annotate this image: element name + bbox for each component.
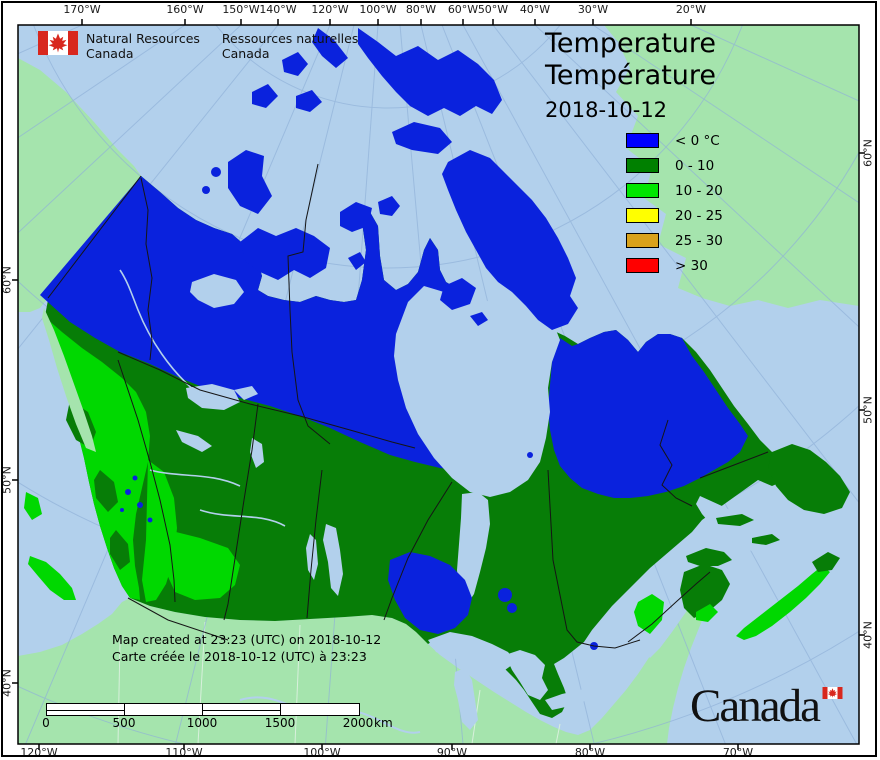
greenland-landmass (604, 25, 859, 308)
axis-label: 70°W (722, 746, 754, 759)
axis-label: 140°W (259, 3, 297, 16)
government-logo: Natural Resources Canada Ressources natu… (38, 31, 358, 61)
axis-label: 170°W (63, 3, 101, 16)
legend-swatch-20-25 (626, 208, 659, 223)
canada-flag-icon (38, 31, 78, 55)
axis-label: 60°N (861, 139, 875, 167)
sask-10-20 (163, 530, 240, 600)
legend-row: < 0 °C (626, 132, 723, 149)
legend-row: > 30 (626, 257, 723, 274)
legend-label: 25 - 30 (675, 232, 723, 249)
logo-text-fr: Ressources naturelles Canada (222, 31, 358, 61)
alaska-landmass (18, 58, 141, 312)
axis-label: 120°W (311, 3, 349, 16)
legend-label: 20 - 25 (675, 207, 723, 224)
boundaries (47, 163, 769, 649)
scale-tick-label: 1500 (264, 716, 296, 730)
title-date: 2018-10-12 (545, 98, 668, 122)
east-coast (634, 444, 850, 640)
title-english: Temperature (545, 28, 717, 59)
axis-label: 60°W (447, 3, 479, 16)
axis-label: 110°W (165, 746, 203, 759)
legend-row: 25 - 30 (626, 232, 723, 249)
pacific-islands (24, 492, 76, 600)
wordmark-text: Canada (690, 680, 821, 732)
rivers (119, 269, 286, 527)
logo-text-en: Natural Resources Canada (86, 31, 200, 61)
created-fr: Carte créée le 2018-10-12 (UTC) à 23:23 (112, 649, 367, 664)
legend-label: > 30 (675, 257, 708, 274)
scale-tick-label: 500 (112, 716, 136, 730)
axis-label: 30°W (577, 3, 609, 16)
quebec-below-0 (548, 330, 748, 498)
logo-fr-line2: Canada (221, 46, 270, 61)
hudson-bay (394, 286, 560, 497)
axis-label: 120°W (20, 746, 58, 759)
scale-segment (281, 704, 359, 715)
scale-bar-labels: 0 500 1000 1500 2000 km (0, 716, 420, 730)
scale-tick-label: 2000 (342, 716, 374, 730)
usa-landmass (18, 565, 723, 744)
bc-blue-specks (120, 475, 153, 523)
axis-label: 100°W (303, 746, 341, 759)
axis-label: 150°W (222, 3, 260, 16)
legend-label: < 0 °C (675, 132, 720, 149)
legend-swatch-above-30 (626, 258, 659, 273)
arctic-islands (202, 28, 578, 458)
ontario-blue-patches (388, 552, 598, 650)
axis-label: 40°W (519, 3, 551, 16)
axis-label: 160°W (166, 3, 204, 16)
scale-bar (46, 703, 360, 716)
scale-tick-label: 1000 (186, 716, 218, 730)
axis-label: 100°W (359, 3, 397, 16)
axis-label: 40°N (861, 621, 875, 649)
scale-unit-label: km (374, 716, 393, 730)
axis-label: 40°N (0, 669, 14, 697)
legend-label: 0 - 10 (675, 157, 715, 174)
axis-label: 90°W (436, 746, 468, 759)
axis-label: 50°N (861, 396, 875, 424)
title-french: Température (545, 60, 717, 91)
axis-label: 80°W (405, 3, 437, 16)
legend-row: 0 - 10 (626, 157, 723, 174)
scale-segment (47, 704, 125, 715)
legend-swatch-25-30 (626, 233, 659, 248)
logo-en-line1: Natural Resources (86, 31, 200, 46)
graticule-ticks (12, 19, 865, 750)
axis-label: 60°N (0, 266, 14, 294)
legend-swatch-10-20 (626, 183, 659, 198)
james-bay (457, 492, 490, 606)
map-frame (17, 24, 860, 745)
logo-fr-line1: Ressources naturelles (221, 31, 359, 46)
scale-segment (125, 704, 203, 715)
alaska-panhandle (42, 308, 96, 452)
canada-wordmark: Canada (690, 680, 870, 740)
axis-label: 50°W (477, 3, 509, 16)
scale-segment (203, 704, 281, 715)
creation-timestamp: Map created at 23:23 (UTC) on 2018-10-12… (112, 631, 381, 665)
legend-swatch-below-0 (626, 133, 659, 148)
wordmark-flag-icon (822, 687, 843, 699)
scale-tick-label: 0 (42, 716, 50, 730)
logo-en-line2: Canada (86, 46, 134, 61)
temperature-legend: < 0 °C 0 - 10 10 - 20 20 - 25 25 - 30 > … (626, 133, 723, 283)
axis-label: 20°W (675, 3, 707, 16)
axis-label: 50°N (0, 466, 14, 494)
map-title: Temperature Température 2018-10-12 (545, 28, 716, 125)
legend-row: 10 - 20 (626, 182, 723, 199)
legend-label: 10 - 20 (675, 182, 723, 199)
created-en: Map created at 23:23 (UTC) on 2018-10-12 (112, 632, 382, 647)
legend-swatch-0-10 (626, 158, 659, 173)
legend-row: 20 - 25 (626, 207, 723, 224)
axis-label: 80°W (574, 746, 606, 759)
